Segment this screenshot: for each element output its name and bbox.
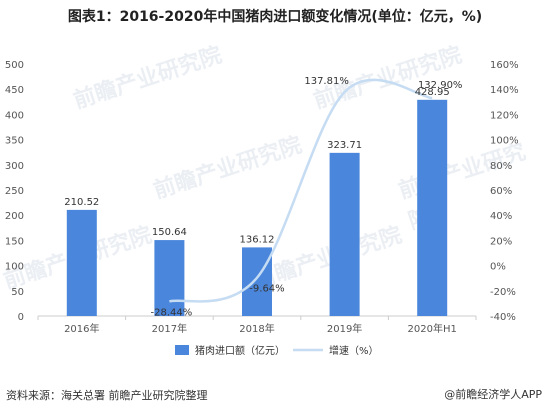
y-right-tick-label: -20%	[490, 287, 516, 298]
y-left-tick-label: 250	[5, 186, 24, 197]
y-right-tick-label: 0%	[490, 262, 506, 273]
x-tick-label: 2018年	[239, 322, 274, 335]
y-right-tick-label: 100%	[490, 136, 519, 147]
source-note: 资料来源：海关总署 前瞻产业研究院整理	[6, 389, 208, 402]
growth-value-label: -9.64%	[249, 284, 284, 295]
growth-line	[169, 78, 433, 303]
bar-value-label: 136.12	[240, 234, 275, 245]
bar	[242, 247, 272, 316]
bar-value-label: 323.71	[327, 140, 362, 151]
y-right-tick-label: 120%	[490, 110, 519, 121]
bar	[66, 209, 97, 316]
y-left-tick-label: 50	[11, 287, 24, 298]
growth-line-group	[169, 78, 433, 303]
x-tick-label: 2017年	[152, 322, 187, 335]
legend-bar-label: 猪肉进口额（亿元）	[195, 344, 285, 357]
bars-group	[66, 99, 448, 316]
bar	[417, 99, 448, 316]
y-right-tick-label: 20%	[490, 236, 512, 247]
brand-logo-text: @前瞻经济学人APP	[444, 388, 542, 401]
bar	[329, 152, 360, 316]
y-left-tick-label: 400	[5, 110, 24, 121]
y-left-tick-label: 0	[18, 312, 24, 323]
legend-bar-swatch	[175, 345, 189, 355]
bar-value-label: 150.64	[152, 227, 187, 238]
y-right-tick-label: 60%	[490, 186, 512, 197]
y-right-tick-label: -40%	[490, 312, 516, 323]
y-left-tick-label: 150	[5, 236, 24, 247]
y-left-tick-label: 500	[5, 60, 24, 71]
y-right-tick-label: 160%	[490, 60, 519, 71]
y-left-tick-label: 350	[5, 136, 24, 147]
y-left-tick-label: 100	[5, 262, 24, 273]
bar-value-label: 210.52	[64, 197, 99, 208]
growth-value-label: 132.90%	[418, 80, 463, 91]
bar-value-label: 428.95	[415, 87, 450, 98]
growth-value-label: 137.81%	[304, 76, 349, 87]
growth-value-label: -28.44%	[151, 307, 193, 318]
chart-axes: 0 50 100 150 200 250 300 350 400 450 500 -40% -20% 0%…	[5, 60, 519, 335]
y-right-tick-label: 140%	[490, 85, 519, 96]
y-left-tick-label: 450	[5, 85, 24, 96]
y-left-tick-label: 200	[5, 211, 24, 222]
y-right-tick-label: 80%	[490, 161, 512, 172]
legend-line-label: 增速（%）	[329, 344, 379, 357]
y-right-tick-label: 40%	[490, 211, 512, 222]
x-tick-label: 2016年	[64, 322, 99, 335]
y-left-tick-label: 300	[5, 161, 24, 172]
x-tick-label: 2020年H1	[408, 322, 457, 335]
chart-title: 图表1：2016-2020年中国猪肉进口额变化情况(单位：亿元，%)	[67, 9, 483, 25]
data-labels-group: 210.52 150.64 136.12 323.71 428.95 -28.44% -9.…	[64, 76, 462, 318]
bar	[154, 240, 185, 316]
x-tick-label: 2019年	[327, 322, 362, 335]
legend: 猪肉进口额（亿元） 增速（%）	[175, 344, 379, 357]
